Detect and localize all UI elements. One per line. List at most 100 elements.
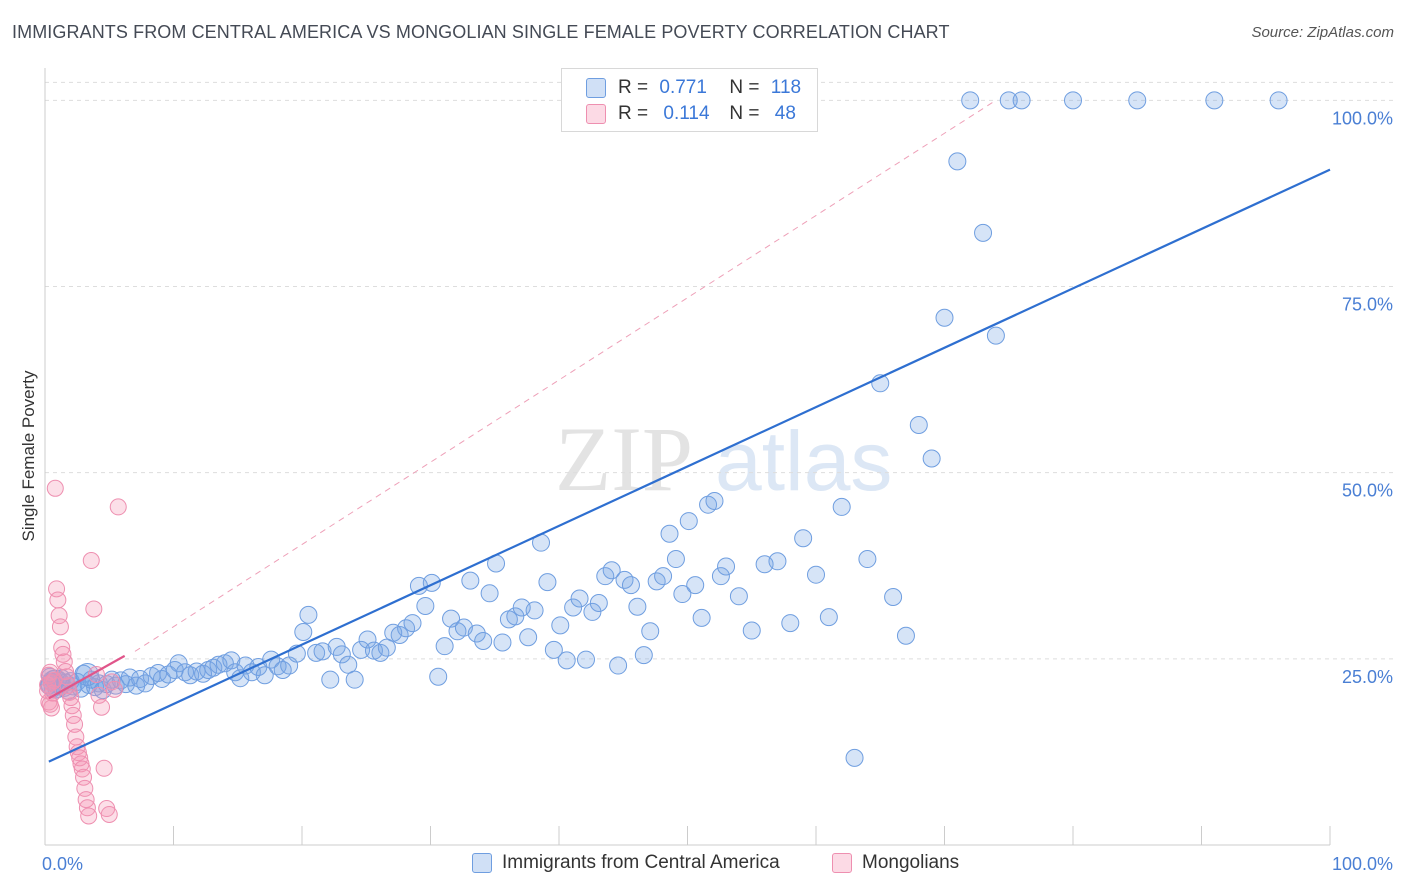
data-point-blue bbox=[705, 491, 724, 510]
data-point-blue bbox=[660, 524, 679, 543]
data-point-blue bbox=[621, 576, 640, 595]
data-point-blue bbox=[974, 223, 993, 242]
trend-line-pink bbox=[48, 654, 126, 700]
data-point-blue bbox=[858, 550, 877, 569]
data-point-blue bbox=[294, 623, 313, 642]
data-point-blue bbox=[948, 152, 967, 171]
data-point-pink bbox=[51, 618, 69, 636]
chart-title: IMMIGRANTS FROM CENTRAL AMERICA VS MONGO… bbox=[12, 22, 950, 42]
bottom-legend-item-blue: Immigrants from Central America bbox=[472, 852, 780, 874]
data-point-blue bbox=[686, 576, 705, 595]
y-tick-labels: 25.0% 50.0% 75.0% 100.0% bbox=[1332, 108, 1393, 686]
data-point-blue bbox=[961, 91, 980, 110]
data-point-pink bbox=[41, 695, 59, 713]
data-point-blue bbox=[1205, 91, 1224, 110]
data-point-blue bbox=[435, 637, 454, 656]
data-point-pink bbox=[53, 639, 71, 657]
legend-r-value-pink: 0.114 bbox=[663, 103, 710, 124]
data-point-blue bbox=[781, 614, 800, 633]
data-point-blue bbox=[935, 308, 954, 327]
data-point-blue bbox=[634, 646, 653, 665]
data-point-pink bbox=[100, 805, 118, 823]
data-point-blue bbox=[807, 565, 825, 584]
data-point-blue bbox=[628, 597, 647, 616]
y-tick-label: 100.0% bbox=[1332, 108, 1393, 128]
data-point-blue bbox=[819, 608, 838, 627]
data-point-blue bbox=[1012, 91, 1031, 110]
data-point-blue bbox=[564, 598, 583, 617]
data-point-blue bbox=[768, 552, 787, 571]
data-point-blue bbox=[832, 497, 851, 516]
trend-line-blue bbox=[48, 168, 1331, 763]
data-point-pink bbox=[85, 600, 103, 618]
watermark: ZIP atlas bbox=[555, 408, 892, 510]
data-point-blue bbox=[794, 529, 813, 548]
data-point-blue bbox=[570, 589, 589, 608]
data-point-blue bbox=[204, 658, 223, 677]
data-point-blue bbox=[986, 326, 1005, 345]
data-point-pink bbox=[109, 498, 127, 516]
data-point-blue bbox=[299, 605, 318, 624]
data-point-blue bbox=[711, 567, 730, 586]
data-point-blue bbox=[602, 561, 621, 580]
data-point-blue bbox=[609, 656, 628, 675]
data-point-blue bbox=[506, 607, 525, 626]
data-point-blue bbox=[909, 416, 928, 435]
legend-n-value-blue: 118 bbox=[770, 77, 802, 98]
legend-r-label: R = bbox=[618, 103, 649, 124]
data-point-blue bbox=[717, 557, 736, 576]
data-point-blue bbox=[1128, 91, 1147, 110]
axes bbox=[44, 68, 1331, 846]
watermark-zip: ZIP bbox=[555, 408, 693, 510]
y-axis-label: Single Female Poverty bbox=[19, 370, 38, 542]
data-point-blue bbox=[480, 584, 499, 603]
data-point-blue bbox=[222, 651, 241, 670]
legend-r-value-blue: 0.771 bbox=[659, 77, 707, 98]
data-point-blue bbox=[519, 628, 538, 647]
data-point-blue bbox=[467, 624, 486, 643]
data-point-blue bbox=[332, 645, 351, 664]
x-tick-label: 100.0% bbox=[1332, 854, 1393, 874]
data-point-pink bbox=[93, 698, 111, 716]
bottom-legend-label-pink: Mongolians bbox=[862, 852, 960, 873]
bottom-legend-swatch-pink bbox=[832, 853, 852, 873]
data-point-blue bbox=[576, 650, 595, 669]
data-point-blue bbox=[922, 449, 941, 468]
data-point-blue bbox=[1064, 91, 1082, 110]
data-point-pink bbox=[49, 591, 67, 609]
data-point-blue bbox=[169, 654, 188, 673]
data-point-blue bbox=[551, 616, 570, 635]
diagonal-line bbox=[134, 99, 997, 652]
data-point-pink bbox=[82, 552, 100, 570]
data-point-blue bbox=[654, 567, 673, 586]
x-tick-label: 0.0% bbox=[42, 854, 83, 874]
data-point-blue bbox=[729, 587, 748, 606]
data-point-blue bbox=[493, 633, 512, 652]
data-point-blue bbox=[692, 608, 711, 627]
data-point-blue bbox=[641, 622, 660, 641]
data-point-blue bbox=[884, 588, 903, 607]
data-point-blue bbox=[1269, 91, 1288, 110]
data-point-blue bbox=[461, 571, 480, 590]
legend-swatch-blue bbox=[586, 78, 606, 98]
data-point-blue bbox=[538, 573, 557, 592]
bottom-legend-swatch-blue bbox=[472, 853, 492, 873]
bottom-legend-item-pink: Mongolians bbox=[832, 852, 959, 874]
legend-r-label: R = bbox=[618, 77, 649, 98]
legend-row-pink: R = 0.114 N = 48 bbox=[586, 102, 796, 126]
data-point-pink bbox=[95, 759, 113, 777]
data-point-pink bbox=[42, 674, 60, 692]
data-point-blue bbox=[557, 651, 576, 670]
trend-lines bbox=[48, 168, 1331, 763]
data-point-blue bbox=[390, 626, 409, 645]
data-point-blue bbox=[525, 601, 544, 620]
data-point-blue bbox=[352, 640, 371, 659]
bottom-legend-label-blue: Immigrants from Central America bbox=[502, 852, 780, 873]
y-tick-label: 50.0% bbox=[1342, 481, 1393, 501]
data-point-blue bbox=[321, 670, 340, 689]
data-point-pink bbox=[57, 662, 75, 680]
data-point-blue bbox=[544, 640, 563, 659]
y-tick-label: 75.0% bbox=[1342, 295, 1393, 315]
data-point-blue bbox=[377, 638, 396, 657]
